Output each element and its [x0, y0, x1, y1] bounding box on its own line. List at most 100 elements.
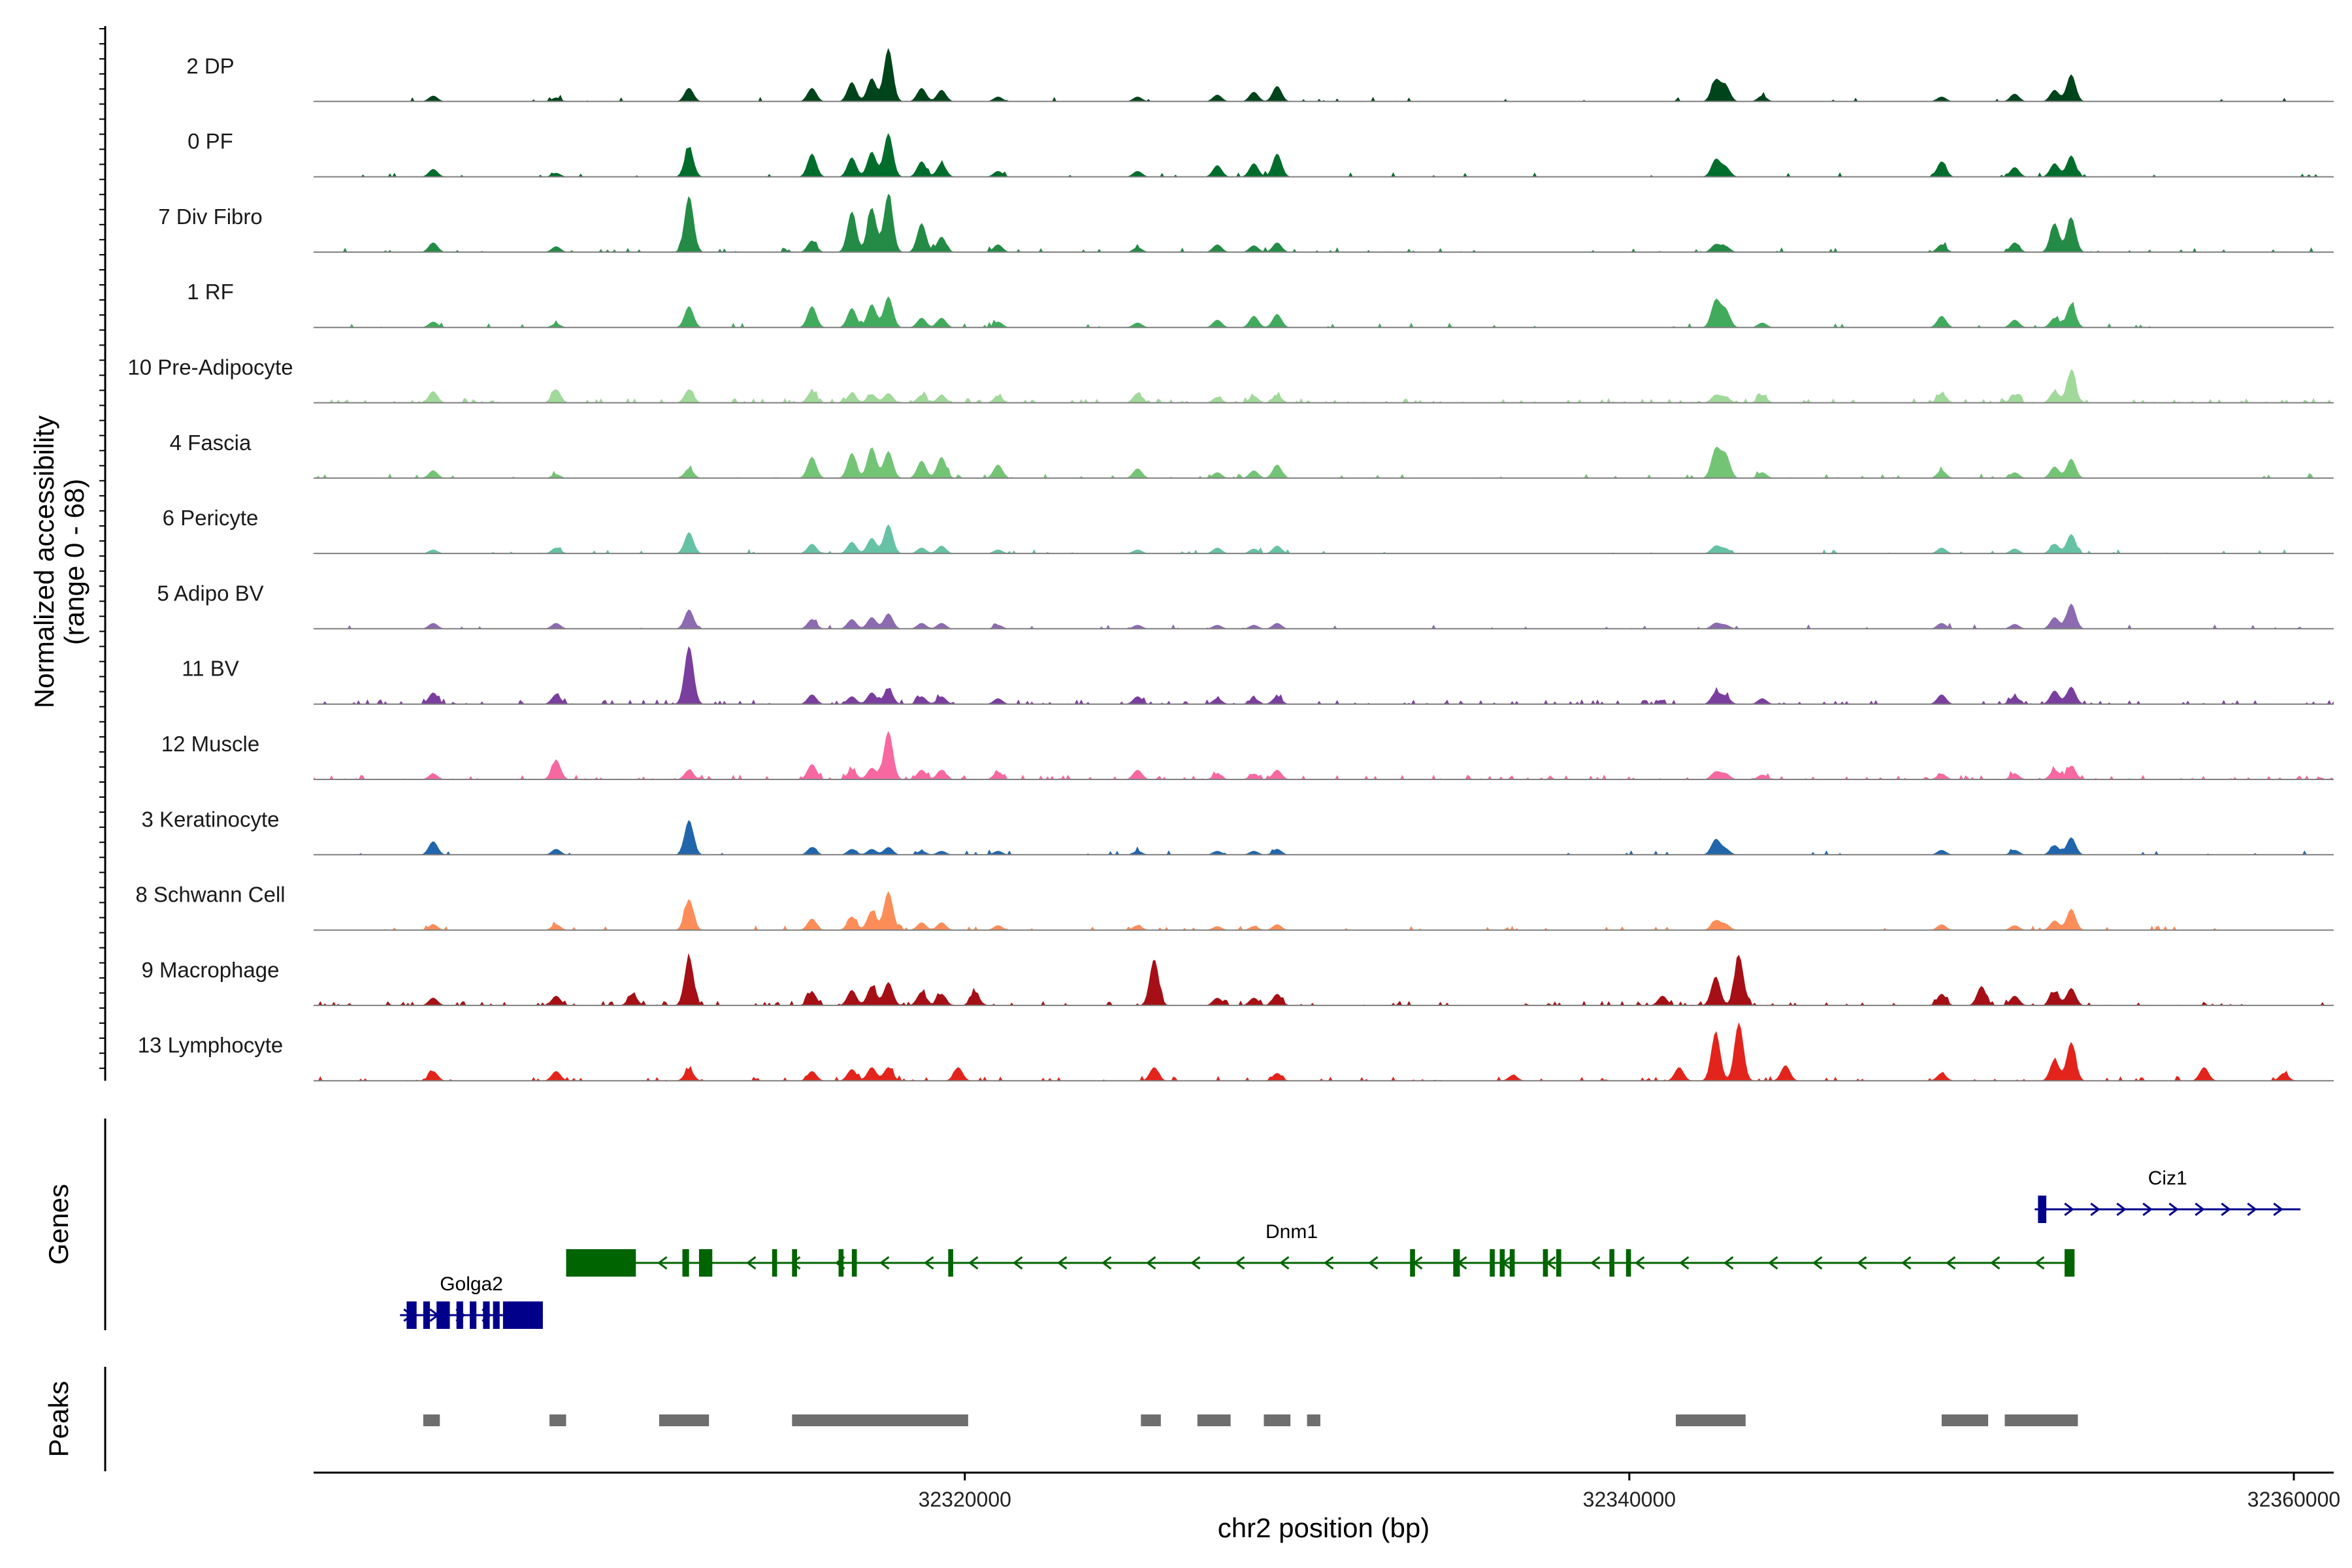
gene-exon	[2038, 1196, 2047, 1223]
gene-exon	[502, 1301, 543, 1329]
track-label: 9 Macrophage	[142, 958, 280, 982]
coverage-area	[314, 133, 2334, 177]
gene-exon	[1609, 1249, 1614, 1277]
gene-exon	[456, 1301, 463, 1329]
coverage-track: 5 Adipo BV	[157, 581, 2334, 630]
peak-region	[792, 1414, 968, 1426]
strand-arrow	[1146, 1256, 1156, 1270]
strand-arrow	[1590, 1256, 1601, 1270]
coverage-track: 8 Schwann Cell	[135, 883, 2334, 931]
gene-label: Golga2	[440, 1273, 503, 1295]
coverage-area	[314, 524, 2334, 554]
gene-exon	[406, 1301, 417, 1329]
coverage-area	[314, 48, 2334, 102]
peak-region	[2004, 1414, 2078, 1426]
strand-arrow	[1235, 1256, 1245, 1270]
coverage-track: 4 Fascia	[170, 431, 2334, 479]
x-tick-label: 32340000	[1583, 1488, 1676, 1511]
strand-arrow	[1190, 1256, 1201, 1270]
coverage-area	[314, 646, 2334, 704]
gene-exon	[566, 1249, 636, 1277]
coverage-track: 10 Pre-Adipocyte	[127, 355, 2334, 404]
strand-arrow	[2090, 1202, 2100, 1217]
coverage-track: 9 Macrophage	[142, 953, 2334, 1006]
genes-panel-label: Genes	[43, 1184, 74, 1265]
strand-arrow	[1635, 1256, 1645, 1270]
coverage-area	[314, 820, 2334, 855]
coverage-track: 0 PF	[188, 129, 2334, 178]
peak-region	[423, 1414, 440, 1426]
track-label: 5 Adipo BV	[157, 581, 263, 605]
strand-arrow	[1768, 1256, 1778, 1270]
strand-arrow	[1057, 1256, 1068, 1270]
gene-model: Ciz1	[2034, 1168, 2301, 1223]
coverage-track: 6 Pericyte	[163, 506, 2334, 555]
strand-arrow	[968, 1256, 979, 1270]
gene-exon	[1490, 1249, 1495, 1277]
coverage-tracks: 2 DP 0 PF 7 Div Fibro 1 RF 10 Pre-Adipocyte 4…	[127, 48, 2334, 1082]
strand-arrow	[1368, 1256, 1379, 1270]
x-axis-ticks: 32320000 32340000 32360000	[919, 1473, 2340, 1511]
peak-region	[1676, 1414, 1746, 1426]
coverage-track: 13 Lymphocyte	[138, 1022, 2334, 1082]
peaks-panel-label: Peaks	[43, 1381, 74, 1458]
strand-arrow	[1857, 1256, 1867, 1270]
gene-label: Ciz1	[2148, 1168, 2187, 1189]
gene-exon	[682, 1249, 689, 1277]
coverage-area	[314, 953, 2334, 1005]
peak-region	[1941, 1414, 1989, 1426]
strand-arrow	[2195, 1202, 2205, 1217]
x-tick-label: 32360000	[2247, 1488, 2340, 1511]
gene-exon	[493, 1301, 500, 1329]
gene-annotation-track: Golga2 Dnm1 Ciz1	[400, 1168, 2301, 1329]
gene-exon	[1556, 1249, 1561, 1277]
coverage-track: 2 DP	[186, 48, 2334, 103]
strand-arrow	[1723, 1256, 1734, 1270]
peak-region	[1197, 1414, 1231, 1426]
coverage-area	[314, 730, 2334, 779]
gene-label: Dnm1	[1266, 1221, 1318, 1243]
gene-exon	[792, 1249, 797, 1277]
track-label: 0 PF	[188, 129, 233, 154]
strand-arrow	[1679, 1256, 1690, 1270]
gene-exon	[838, 1249, 844, 1277]
coverage-area	[314, 1022, 2334, 1081]
x-tick-label: 32320000	[919, 1488, 1011, 1511]
peak-region	[1141, 1414, 1161, 1426]
peak-region	[659, 1414, 710, 1426]
gene-exon	[436, 1301, 450, 1329]
y-axis-title: Normalized accessibility	[29, 416, 59, 708]
coverage-y-axis	[99, 26, 106, 1081]
track-label: 6 Pericyte	[163, 506, 259, 530]
gene-exon	[1453, 1249, 1460, 1277]
strand-arrow	[924, 1256, 934, 1270]
track-label: 12 Muscle	[161, 732, 259, 756]
gene-exon	[423, 1301, 430, 1329]
track-label: 10 Pre-Adipocyte	[127, 355, 293, 380]
coverage-area	[314, 369, 2334, 403]
strand-arrow	[879, 1256, 890, 1270]
y-axis-range-label: (range 0 - 68)	[59, 479, 90, 645]
peak-region	[1264, 1414, 1291, 1426]
gene-exon	[1543, 1249, 1548, 1277]
track-label: 8 Schwann Cell	[135, 883, 285, 907]
gene-exon	[2065, 1249, 2075, 1277]
track-label: 7 Div Fibro	[158, 204, 263, 229]
strand-arrow	[1013, 1256, 1023, 1270]
track-label: 3 Keratinocyte	[142, 807, 280, 831]
coverage-track: 3 Keratinocyte	[142, 807, 2334, 856]
x-axis-title: chr2 position (bp)	[1218, 1512, 1430, 1543]
strand-arrow	[1946, 1256, 1956, 1270]
track-label: 11 BV	[182, 657, 238, 681]
strand-arrow	[1812, 1256, 1823, 1270]
gene-exon	[698, 1249, 713, 1277]
gene-exon	[1509, 1249, 1515, 1277]
gene-exon	[851, 1249, 857, 1277]
coverage-area	[314, 446, 2334, 478]
gene-exon	[1625, 1249, 1631, 1277]
gene-exon	[948, 1249, 953, 1277]
strand-arrow	[2064, 1202, 2074, 1217]
coverage-track: 12 Muscle	[161, 730, 2334, 780]
strand-arrow	[2034, 1256, 2045, 1270]
